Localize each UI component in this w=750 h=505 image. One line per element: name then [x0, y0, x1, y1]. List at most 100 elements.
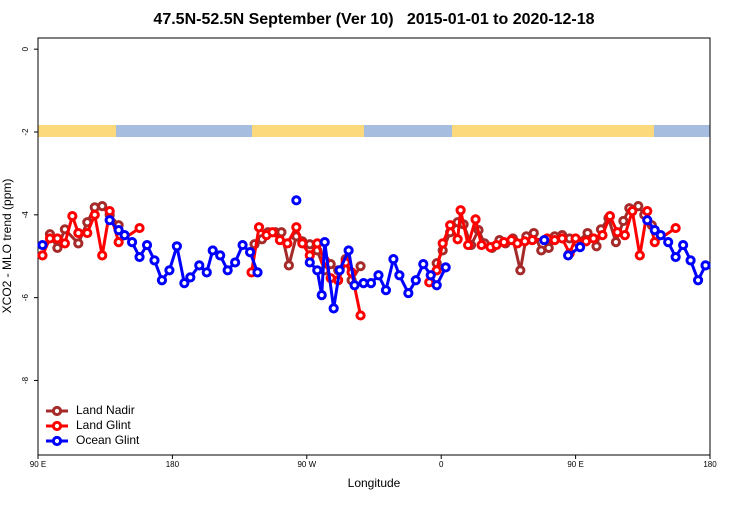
data-point	[515, 265, 526, 276]
data-point	[149, 255, 160, 266]
data-point	[276, 227, 287, 238]
data-point	[141, 239, 153, 251]
data-point	[437, 238, 448, 249]
data-point	[597, 230, 608, 241]
data-point	[470, 214, 481, 225]
data-point	[164, 265, 175, 276]
data-point	[253, 222, 265, 233]
data-point	[574, 242, 586, 253]
data-point	[627, 205, 638, 217]
data-point	[334, 265, 345, 276]
data-point	[619, 230, 630, 241]
legend-marker	[51, 420, 63, 432]
data-point	[104, 215, 115, 226]
data-point	[678, 239, 689, 251]
y-tick-label: 0	[21, 46, 30, 51]
data-point	[455, 205, 466, 216]
data-point	[37, 239, 48, 251]
data-point	[462, 239, 474, 251]
data-point	[312, 238, 323, 249]
data-point	[476, 239, 487, 251]
data-point	[73, 238, 84, 249]
land-ocean-strip	[38, 125, 710, 137]
data-point	[113, 225, 124, 236]
data-point	[291, 222, 302, 233]
data-point	[304, 257, 315, 268]
data-point	[230, 257, 241, 268]
data-point	[267, 227, 278, 238]
data-point	[610, 237, 622, 248]
y-axis-label: XCO2 - MLO trend (ppm)	[0, 179, 14, 314]
data-point	[134, 222, 145, 234]
data-point	[588, 233, 599, 244]
data-point	[73, 227, 84, 239]
data-point	[316, 290, 327, 301]
data-point	[222, 265, 233, 276]
chart-title: 47.5N-52.5N September (Ver 10) 2015-01-0…	[153, 11, 594, 28]
data-point	[343, 245, 354, 256]
data-point	[52, 233, 63, 244]
x-tick-label: 180	[166, 460, 180, 469]
data-point	[373, 270, 384, 281]
data-point	[319, 237, 330, 248]
legend-label: Ocean Glint	[76, 433, 140, 447]
land-strip	[452, 125, 654, 137]
data-point	[519, 236, 530, 247]
data-point	[655, 230, 666, 241]
data-point	[527, 234, 538, 246]
data-point	[59, 238, 70, 249]
data-point	[156, 275, 168, 286]
data-point	[539, 234, 550, 246]
data-point	[431, 280, 442, 291]
data-point	[52, 242, 63, 254]
data-point	[134, 251, 145, 263]
data-point	[328, 303, 339, 314]
data-point	[349, 280, 360, 291]
data-point	[355, 310, 366, 321]
data-point	[649, 237, 660, 248]
y-tick-label: -8	[21, 376, 30, 384]
data-point	[97, 201, 108, 212]
data-point	[563, 250, 574, 261]
data-point	[670, 251, 681, 263]
data-point	[171, 241, 182, 252]
data-point	[215, 250, 226, 261]
x-tick-label: 0	[439, 460, 444, 469]
data-point	[291, 195, 302, 206]
data-point	[89, 209, 100, 220]
legend-label: Land Nadir	[76, 403, 135, 417]
data-point	[185, 272, 196, 283]
x-tick-label: 90 E	[567, 460, 583, 469]
data-point	[365, 278, 377, 289]
data-point	[201, 267, 212, 278]
land-strip	[252, 125, 364, 137]
data-point	[237, 239, 248, 251]
land-strip	[38, 125, 116, 137]
data-point	[634, 250, 645, 261]
data-point	[570, 233, 581, 244]
data-point	[445, 220, 456, 231]
legend-label: Land Glint	[76, 418, 131, 432]
y-tick-label: -4	[21, 211, 30, 219]
y-tick-label: -2	[21, 128, 30, 136]
legend-marker	[51, 405, 63, 417]
data-point	[649, 225, 660, 236]
legend-marker	[51, 435, 63, 447]
data-point	[37, 250, 48, 261]
data-point	[642, 205, 653, 217]
data-point	[410, 275, 421, 286]
data-point	[67, 210, 78, 222]
data-point	[700, 260, 711, 271]
data-point	[97, 250, 108, 261]
data-point	[355, 261, 366, 272]
data-point	[557, 233, 568, 244]
data-point	[403, 287, 414, 299]
data-point	[119, 230, 130, 241]
data-point	[670, 222, 681, 234]
x-tick-label: 90 W	[297, 460, 316, 469]
data-point	[380, 285, 392, 296]
data-point	[418, 258, 429, 270]
data-point	[207, 245, 218, 256]
